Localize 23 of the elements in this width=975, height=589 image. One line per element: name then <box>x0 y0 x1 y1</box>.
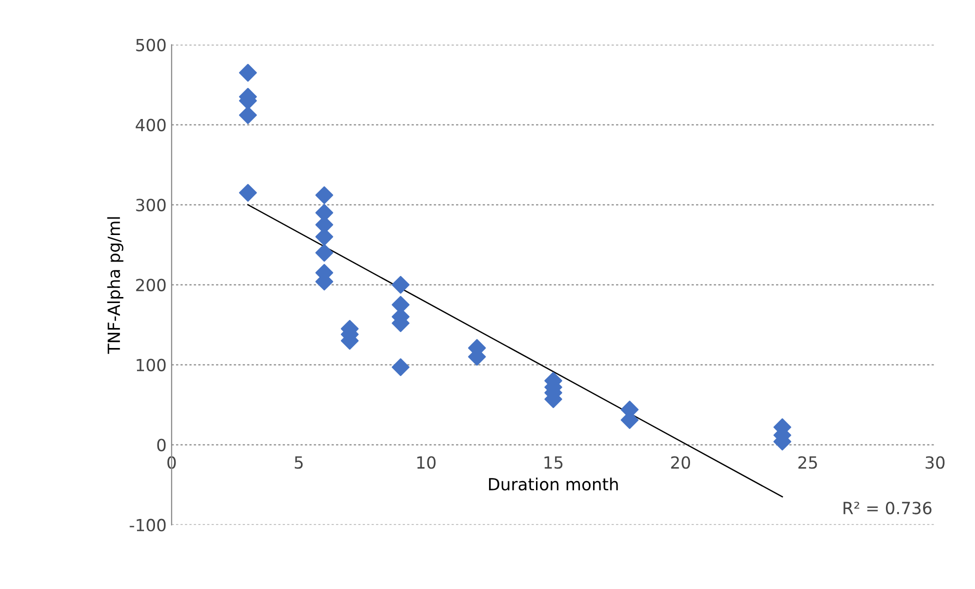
x-axis-title: Duration month <box>489 478 618 490</box>
x-tick-label: 15 <box>544 456 562 469</box>
y-tick-label: 0 <box>157 438 166 452</box>
y-tick-label: -100 <box>130 518 166 532</box>
annotation: R² = 0.736 <box>844 502 932 514</box>
point <box>315 244 334 262</box>
x-tick-label: 20 <box>671 456 690 469</box>
point <box>392 358 410 376</box>
point <box>392 276 410 294</box>
y-axis-title: TNF-Alpha pg/ml <box>107 217 124 354</box>
point <box>239 184 257 202</box>
y-tick-label: 400 <box>136 118 166 132</box>
y-tick-label: 200 <box>136 278 166 292</box>
point <box>315 186 334 204</box>
point <box>239 106 257 124</box>
x-tick-label: 5 <box>294 456 303 469</box>
x-tick-label: 30 <box>926 456 945 469</box>
y-tick-label: 300 <box>136 198 166 212</box>
point <box>239 64 257 82</box>
x-tick-label: 25 <box>798 456 817 469</box>
x-tick-label: 10 <box>417 456 436 469</box>
y-tick-label: 500 <box>136 38 166 52</box>
y-tick-label: 100 <box>136 358 166 372</box>
